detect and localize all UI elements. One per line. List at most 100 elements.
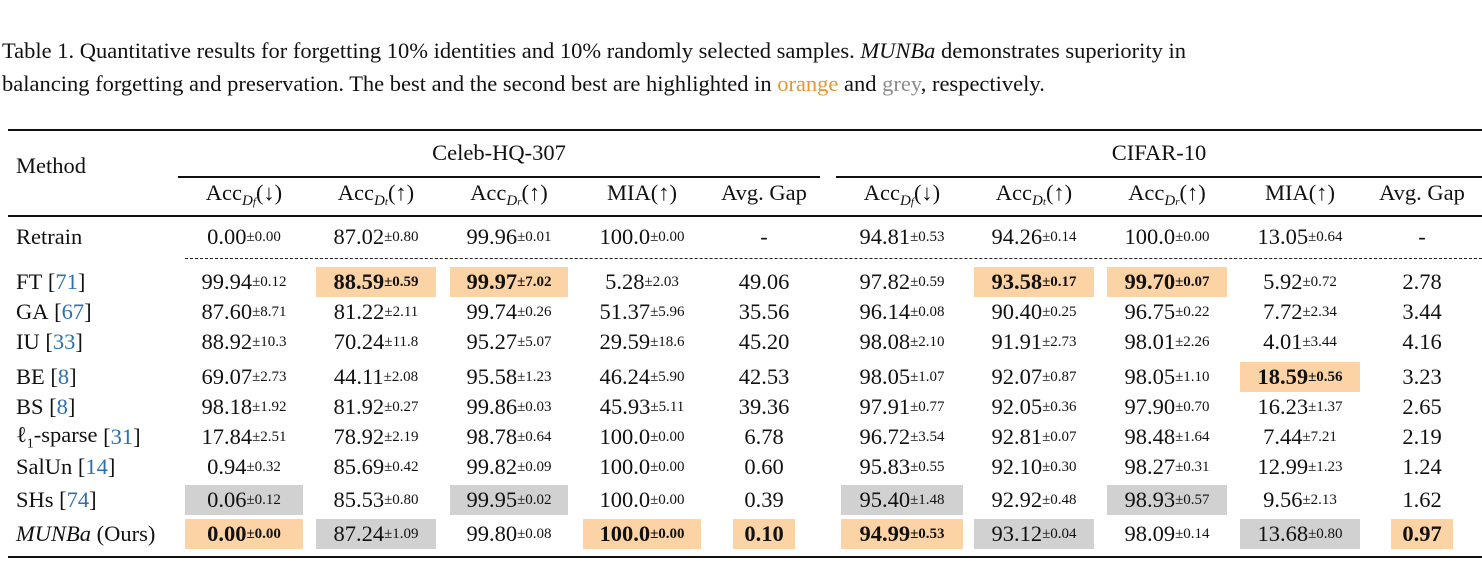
cell-std: ±0.56 [1308, 368, 1343, 385]
table-cell: 0.00 ±0.00 [185, 222, 303, 252]
cell-value: 7.44 [1263, 424, 1303, 449]
citation-bracket: ] [77, 269, 86, 294]
cell-value: 92.81 [991, 424, 1043, 449]
cell-value: 0.60 [744, 454, 784, 479]
caption-text: , respectively. [920, 71, 1045, 96]
citation-link[interactable]: 33 [52, 329, 76, 354]
table-cell: 96.14 ±0.08 [841, 297, 963, 327]
cell-std: ±0.55 [910, 458, 945, 475]
cell-value: 1.62 [1402, 487, 1442, 512]
citation-link[interactable]: 74 [66, 487, 90, 512]
group-header-cifar: CIFAR-10 [1111, 140, 1207, 165]
table-cell: 99.80 ±0.08 [450, 519, 568, 549]
table-cell: 92.07 ±0.87 [974, 362, 1094, 392]
table-cell: 0.97 [1391, 519, 1453, 549]
cell-std: ±3.54 [910, 428, 945, 445]
citation-link[interactable]: 14 [85, 454, 108, 479]
cell-std: ±1.48 [910, 491, 945, 508]
cell-value: 3.44 [1402, 299, 1442, 324]
cell-std: ±0.64 [1308, 228, 1343, 245]
cell-value: 7.72 [1263, 299, 1303, 324]
table-cell: 29.59 ±18.6 [583, 327, 701, 357]
caption-text: balancing forgetting and preservation. T… [2, 71, 778, 96]
cell-value: 98.27 [1124, 454, 1176, 479]
cell-std: ±10.3 [252, 333, 287, 350]
cell-value: 46.24 [599, 364, 651, 389]
table-cell: 6.78 [733, 422, 795, 452]
cell-std: ±0.12 [252, 273, 287, 290]
cell-value: 87.60 [201, 299, 253, 324]
table-cell: 2.78 [1391, 267, 1453, 297]
cell-std: ±0.77 [910, 398, 945, 415]
table-cell: 0.60 [733, 452, 795, 482]
method-name-text: SalUn [16, 454, 73, 479]
column-header-subscript: Dr [506, 193, 522, 209]
column-header: Avg. Gap [694, 180, 834, 206]
table-cell: 4.01 ±3.44 [1240, 327, 1360, 357]
citation-bracket: [ [44, 364, 58, 389]
table-cell: 5.28 ±2.03 [583, 267, 701, 297]
citation-link[interactable]: 8 [57, 364, 70, 389]
cell-std: ±0.53 [910, 228, 945, 245]
table-cell: 97.91 ±0.77 [841, 392, 963, 422]
cell-std: ±8.71 [252, 303, 287, 320]
cell-value: 96.72 [859, 424, 911, 449]
cell-value: 92.92 [991, 487, 1043, 512]
cell-value: 85.69 [333, 454, 385, 479]
cell-value: 0.06 [207, 487, 247, 512]
table-cell: 98.78 ±0.64 [450, 422, 568, 452]
method-name-text: ℓ1-sparse [16, 422, 98, 453]
table-cell: 95.58 ±1.23 [450, 362, 568, 392]
table-cell: 98.48 ±1.64 [1107, 422, 1227, 452]
group-rule-celeb [178, 176, 820, 178]
table-cell: 99.74 ±0.26 [450, 297, 568, 327]
table-cell: 99.97 ±7.02 [450, 267, 568, 297]
table-cell: 12.99 ±1.23 [1240, 452, 1360, 482]
cell-value: 12.99 [1257, 454, 1309, 479]
citation-link[interactable]: 8 [56, 394, 68, 419]
citation-link[interactable]: 31 [110, 424, 134, 449]
table-cell: 18.59 ±0.56 [1240, 362, 1360, 392]
cell-value: 13.68 [1257, 521, 1309, 546]
cell-std: ±0.07 [1175, 273, 1210, 290]
cell-std: ±18.6 [650, 333, 685, 350]
cell-std: ±0.17 [1042, 273, 1077, 290]
cell-std: ±0.87 [1042, 368, 1077, 385]
cell-value: 100.0 [599, 224, 651, 249]
cell-value: 97.90 [1124, 394, 1176, 419]
table-cell: 13.05 ±0.64 [1240, 222, 1360, 252]
column-header: Avg. Gap [1352, 180, 1482, 206]
table-cell: 98.09 ±0.14 [1107, 519, 1227, 549]
cell-std: ±0.31 [1175, 458, 1210, 475]
cell-value: 44.11 [333, 364, 384, 389]
cell-value: 45.93 [599, 394, 651, 419]
table-cell: 97.90 ±0.70 [1107, 392, 1227, 422]
column-header-base: MIA [1265, 180, 1309, 205]
cell-value: 99.70 [1124, 269, 1176, 294]
cell-std: ±0.04 [1042, 525, 1077, 542]
cell-value: 2.78 [1402, 269, 1442, 294]
cell-value: - [760, 224, 768, 249]
method-name: ℓ1-sparse [31] [16, 422, 141, 452]
table-cell: 96.75 ±0.22 [1107, 297, 1227, 327]
cell-value: 1.24 [1402, 454, 1442, 479]
method-name-rest: -sparse [33, 421, 98, 447]
column-header-arrow: (↑) [1308, 180, 1335, 205]
cell-std: ±2.03 [644, 273, 679, 290]
cell-value: 3.23 [1402, 364, 1442, 389]
cell-std: ±0.02 [517, 491, 552, 508]
table-cell: 1.62 [1391, 485, 1453, 515]
table-cell: 81.22 ±2.11 [316, 297, 436, 327]
method-name-suffix: (Ours) [91, 521, 156, 546]
cell-std: ±7.21 [1302, 428, 1337, 445]
column-header-base: Acc [863, 180, 901, 205]
cell-value: 45.20 [738, 329, 790, 354]
table-cell: 87.60 ±8.71 [185, 297, 303, 327]
table-cell: 99.95 ±0.02 [450, 485, 568, 515]
method-name: IU [33] [16, 327, 83, 357]
table-cell: 99.82 ±0.09 [450, 452, 568, 482]
citation-link[interactable]: 67 [61, 299, 85, 324]
column-header-subscript: Df [242, 193, 256, 209]
cell-value: 94.26 [991, 224, 1043, 249]
citation-link[interactable]: 71 [55, 269, 78, 294]
